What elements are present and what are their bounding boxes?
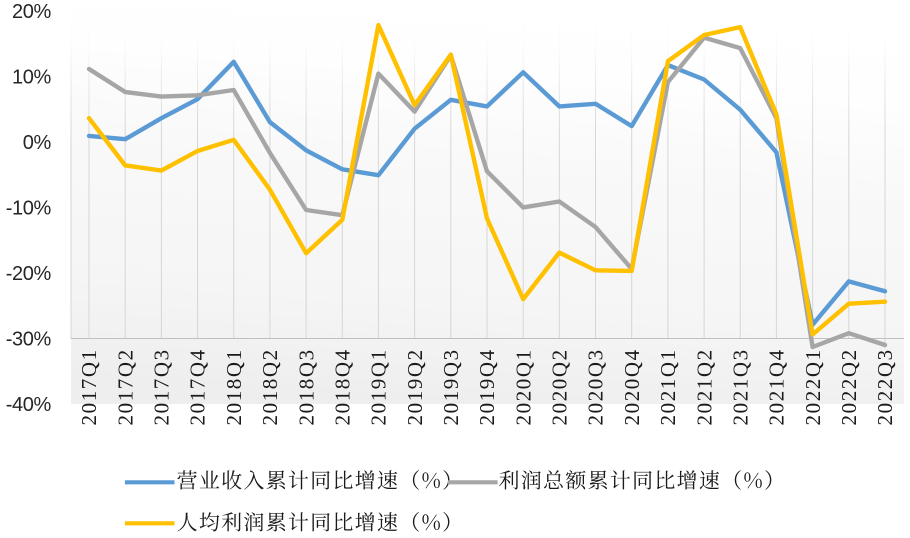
svg-text:-10%: -10% (6, 198, 52, 220)
svg-text:2019Q1: 2019Q1 (367, 348, 391, 425)
svg-text:0%: 0% (23, 132, 52, 154)
svg-text:2019Q4: 2019Q4 (475, 348, 499, 425)
svg-text:2017Q4: 2017Q4 (186, 348, 210, 425)
svg-text:2021Q1: 2021Q1 (656, 348, 680, 425)
svg-text:2022Q2: 2022Q2 (837, 348, 861, 425)
svg-text:2020Q4: 2020Q4 (620, 348, 644, 425)
svg-text:2019Q2: 2019Q2 (403, 348, 427, 425)
svg-text:20%: 20% (12, 1, 52, 23)
svg-text:2020Q3: 2020Q3 (584, 348, 608, 425)
svg-text:2018Q3: 2018Q3 (294, 348, 318, 425)
svg-text:2019Q3: 2019Q3 (439, 348, 463, 425)
svg-text:10%: 10% (12, 67, 52, 89)
svg-text:2018Q2: 2018Q2 (258, 348, 282, 425)
svg-text:2021Q4: 2021Q4 (765, 348, 789, 425)
svg-text:-20%: -20% (6, 263, 52, 285)
svg-text:2017Q3: 2017Q3 (150, 348, 174, 425)
svg-text:2017Q2: 2017Q2 (113, 348, 137, 425)
svg-text:2018Q1: 2018Q1 (222, 348, 246, 425)
svg-text:2018Q4: 2018Q4 (331, 348, 355, 425)
svg-text:2021Q3: 2021Q3 (728, 348, 752, 425)
svg-text:2022Q1: 2022Q1 (801, 348, 825, 425)
svg-text:2021Q2: 2021Q2 (692, 348, 716, 425)
svg-text:-40%: -40% (6, 394, 52, 416)
svg-text:2022Q3: 2022Q3 (873, 348, 897, 425)
svg-text:2020Q2: 2020Q2 (548, 348, 572, 425)
svg-text:2020Q1: 2020Q1 (511, 348, 535, 425)
svg-text:2017Q1: 2017Q1 (77, 348, 101, 425)
svg-text:-30%: -30% (6, 329, 52, 351)
